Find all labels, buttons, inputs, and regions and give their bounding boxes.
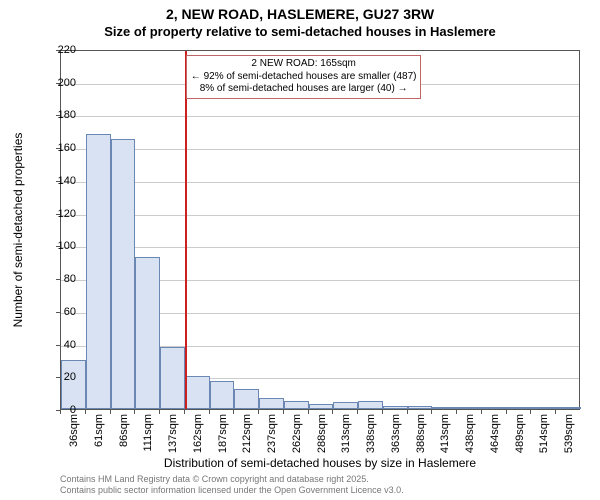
- property-marker-line: [185, 51, 187, 409]
- plot-region: 2 NEW ROAD: 165sqm← 92% of semi-detached…: [60, 50, 580, 410]
- x-tick-label: 61sqm: [93, 414, 105, 462]
- y-tick-label: 0: [36, 404, 76, 416]
- x-tick-mark: [308, 410, 309, 414]
- histogram-bar: [333, 402, 358, 409]
- histogram-bar: [185, 376, 210, 409]
- x-tick-mark: [431, 410, 432, 414]
- x-tick-mark: [456, 410, 457, 414]
- x-tick-label: 288sqm: [316, 414, 328, 462]
- x-tick-label: 212sqm: [241, 414, 253, 462]
- y-tick-label: 120: [36, 208, 76, 220]
- x-tick-label: 438sqm: [464, 414, 476, 462]
- annotation-line1: 2 NEW ROAD: 165sqm: [191, 58, 417, 71]
- x-tick-mark: [134, 410, 135, 414]
- y-tick-label: 200: [36, 77, 76, 89]
- gridline: [61, 215, 579, 216]
- histogram-bar: [135, 257, 160, 409]
- x-tick-label: 388sqm: [415, 414, 427, 462]
- footer-line1: Contains HM Land Registry data © Crown c…: [60, 474, 404, 485]
- x-tick-mark: [357, 410, 358, 414]
- histogram-bar: [111, 139, 136, 409]
- x-tick-label: 514sqm: [538, 414, 550, 462]
- x-tick-label: 36sqm: [68, 414, 80, 462]
- x-tick-mark: [382, 410, 383, 414]
- x-tick-label: 363sqm: [390, 414, 402, 462]
- y-tick-label: 160: [36, 142, 76, 154]
- histogram-bar: [507, 407, 532, 409]
- histogram-bar: [234, 389, 259, 409]
- x-tick-mark: [407, 410, 408, 414]
- histogram-bar: [61, 360, 86, 409]
- histogram-bar: [309, 404, 334, 409]
- x-tick-label: 111sqm: [142, 414, 154, 462]
- gridline: [61, 116, 579, 117]
- histogram-bar: [259, 398, 284, 409]
- x-tick-mark: [332, 410, 333, 414]
- x-tick-mark: [555, 410, 556, 414]
- histogram-bar: [383, 406, 408, 409]
- x-tick-label: 464sqm: [489, 414, 501, 462]
- footer-attribution: Contains HM Land Registry data © Crown c…: [60, 474, 404, 496]
- histogram-bar: [210, 381, 235, 409]
- x-tick-mark: [506, 410, 507, 414]
- x-tick-mark: [283, 410, 284, 414]
- x-tick-mark: [184, 410, 185, 414]
- histogram-bar: [531, 407, 556, 409]
- x-tick-mark: [85, 410, 86, 414]
- y-tick-label: 180: [36, 109, 76, 121]
- gridline: [61, 182, 579, 183]
- x-tick-mark: [110, 410, 111, 414]
- x-tick-label: 137sqm: [167, 414, 179, 462]
- annotation-line3: 8% of semi-detached houses are larger (4…: [191, 83, 417, 96]
- histogram-bar: [284, 401, 309, 409]
- x-tick-mark: [530, 410, 531, 414]
- y-tick-label: 100: [36, 240, 76, 252]
- x-axis-label: Distribution of semi-detached houses by …: [60, 456, 580, 470]
- footer-line2: Contains public sector information licen…: [60, 485, 404, 496]
- y-tick-label: 80: [36, 273, 76, 285]
- x-tick-label: 162sqm: [192, 414, 204, 462]
- histogram-bar: [556, 407, 581, 409]
- histogram-bar: [358, 401, 383, 409]
- x-tick-label: 413sqm: [439, 414, 451, 462]
- chart-title-line2: Size of property relative to semi-detach…: [0, 24, 600, 39]
- x-tick-label: 86sqm: [118, 414, 130, 462]
- x-tick-label: 539sqm: [563, 414, 575, 462]
- annotation-line2: ← 92% of semi-detached houses are smalle…: [191, 71, 417, 84]
- x-tick-label: 338sqm: [365, 414, 377, 462]
- histogram-bar: [86, 134, 111, 409]
- y-tick-label: 140: [36, 175, 76, 187]
- x-tick-label: 313sqm: [340, 414, 352, 462]
- histogram-bar: [160, 347, 185, 409]
- y-tick-label: 40: [36, 339, 76, 351]
- x-tick-label: 237sqm: [266, 414, 278, 462]
- histogram-bar: [482, 407, 507, 409]
- histogram-bar: [457, 407, 482, 409]
- x-tick-label: 262sqm: [291, 414, 303, 462]
- annotation-box: 2 NEW ROAD: 165sqm← 92% of semi-detached…: [186, 55, 422, 99]
- x-tick-label: 489sqm: [514, 414, 526, 462]
- gridline: [61, 247, 579, 248]
- histogram-bar: [432, 407, 457, 409]
- x-tick-mark: [481, 410, 482, 414]
- y-tick-label: 60: [36, 306, 76, 318]
- histogram-bar: [408, 406, 433, 409]
- x-tick-mark: [258, 410, 259, 414]
- x-tick-label: 187sqm: [217, 414, 229, 462]
- chart-title-line1: 2, NEW ROAD, HASLEMERE, GU27 3RW: [0, 6, 600, 22]
- gridline: [61, 149, 579, 150]
- x-tick-mark: [159, 410, 160, 414]
- x-tick-mark: [233, 410, 234, 414]
- x-tick-mark: [209, 410, 210, 414]
- chart-area: 2 NEW ROAD: 165sqm← 92% of semi-detached…: [60, 50, 580, 410]
- y-tick-label: 20: [36, 371, 76, 383]
- y-tick-label: 220: [36, 44, 76, 56]
- y-axis-label: Number of semi-detached properties: [11, 133, 25, 328]
